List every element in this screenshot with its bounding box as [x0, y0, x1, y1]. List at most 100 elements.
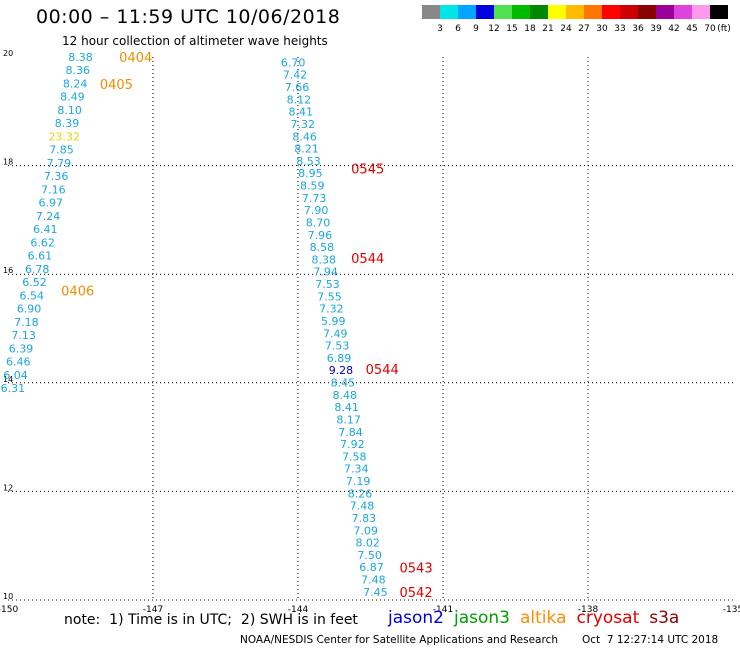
- credit-text: NOAA/NESDIS Center for Satellite Applica…: [240, 634, 558, 646]
- wave-height-value: 7.49: [323, 327, 348, 340]
- x-tick-label: -144: [288, 605, 309, 615]
- y-tick-label: 18: [3, 158, 13, 167]
- wave-height-value: 8.26: [348, 487, 373, 500]
- scale-swatch: [530, 5, 548, 19]
- scale-swatch: [548, 5, 566, 19]
- wave-height-value: 7.92: [340, 438, 365, 451]
- scale-unit: (ft): [717, 24, 731, 34]
- scale-label: 30: [596, 24, 608, 34]
- wave-height-value: 8.48: [333, 389, 358, 402]
- wave-height-value: 7.55: [317, 290, 342, 303]
- wave-height-value: 7.90: [304, 204, 329, 217]
- wave-height-value: 7.09: [354, 524, 379, 537]
- wave-height-value: 8.95: [298, 167, 323, 180]
- y-tick-label: 12: [3, 483, 13, 492]
- wave-height-value: 8.41: [334, 401, 359, 414]
- scale-label: 33: [614, 24, 625, 34]
- wave-height-value: 6.87: [359, 561, 384, 574]
- scale-label: 15: [506, 24, 517, 34]
- scale-label: 27: [578, 24, 589, 34]
- scale-swatch: [440, 5, 458, 19]
- x-tick-label: -150: [0, 605, 18, 615]
- wave-height-value: 6.39: [9, 342, 34, 355]
- legend-altika: altika: [520, 608, 567, 628]
- wave-height-value: 7.53: [325, 340, 350, 353]
- scale-swatch: [620, 5, 638, 19]
- wave-height-value: 8.49: [60, 91, 85, 104]
- wave-height-value: 6.04: [3, 369, 28, 382]
- wave-height-value: 8.39: [55, 117, 80, 130]
- scale-label: 9: [473, 24, 479, 34]
- scale-label: 6: [455, 24, 461, 34]
- wave-height-value: 7.84: [338, 426, 363, 439]
- scale-swatch: [692, 5, 710, 19]
- wave-height-value: 8.17: [336, 413, 361, 426]
- wave-height-value: 8.24: [63, 77, 88, 90]
- pass-time-label: 0544: [366, 363, 399, 378]
- wave-height-value: 8.46: [292, 130, 317, 143]
- scale-label: 39: [650, 24, 662, 34]
- wave-height-value: 6.89: [327, 352, 352, 365]
- wave-height-value: 6.54: [20, 289, 45, 302]
- scale-swatch: [476, 5, 494, 19]
- x-tick-label: -138: [578, 605, 599, 615]
- x-tick-label: -141: [433, 605, 453, 615]
- wave-height-value: 8.70: [306, 216, 331, 229]
- wave-height-value: 8.53: [296, 155, 321, 168]
- wave-height-value: 7.73: [302, 192, 327, 205]
- wave-height-value: 7.19: [346, 475, 371, 488]
- pass-time-label: 0543: [400, 561, 433, 576]
- scale-label: 18: [524, 24, 536, 34]
- scale-swatch: [602, 5, 620, 19]
- wave-height-value: 7.42: [283, 69, 308, 82]
- scale-swatch: [566, 5, 584, 19]
- wave-height-value: 7.50: [357, 549, 382, 562]
- scale-label: 70: [704, 24, 716, 34]
- wave-height-value: 7.79: [47, 157, 72, 170]
- wave-height-value: 8.59: [300, 180, 325, 193]
- x-tick-label: -147: [143, 605, 163, 615]
- wave-height-value: 7.48: [361, 574, 386, 587]
- wave-height-value: 7.13: [11, 329, 36, 342]
- wave-height-value: 7.48: [350, 500, 375, 513]
- scale-swatch: [674, 5, 692, 19]
- scale-label: 42: [668, 24, 679, 34]
- wave-height-value: 8.38: [68, 51, 93, 64]
- wave-height-value: 7.32: [319, 303, 344, 316]
- wave-height-value: 8.02: [355, 537, 380, 550]
- wave-height-value: 7.45: [363, 586, 388, 599]
- scale-label: 21: [542, 24, 553, 34]
- wave-height-value: 8.36: [66, 64, 91, 77]
- pass-time-label: 0542: [400, 586, 433, 601]
- scale-label: 3: [437, 24, 443, 34]
- wave-height-value: 7.94: [313, 266, 338, 279]
- wave-height-value: 6.41: [33, 223, 58, 236]
- scale-label: 12: [488, 24, 499, 34]
- pass-time-label: 0404: [119, 51, 152, 66]
- scale-swatch: [638, 5, 656, 19]
- wave-height-value: 6.97: [38, 197, 63, 210]
- wave-height-value: 6.62: [30, 236, 55, 249]
- scale-swatch: [422, 5, 440, 19]
- wave-height-value: 7.66: [285, 81, 310, 94]
- wave-height-value: 6.78: [25, 263, 50, 276]
- wave-height-value: 6.31: [1, 382, 26, 395]
- scale-label: 24: [560, 24, 572, 34]
- wave-height-value: 6.52: [22, 276, 47, 289]
- scale-swatch: [710, 5, 728, 19]
- wave-height-value: 5.99: [321, 315, 346, 328]
- satellite-legend: jason2 jason3 altika cryosat s3a: [388, 608, 689, 628]
- scale-swatch: [512, 5, 530, 19]
- wave-height-value: 6.46: [6, 356, 31, 369]
- wave-height-value: 8.41: [289, 106, 314, 119]
- wave-height-value: 7.24: [36, 210, 61, 223]
- wave-height-value: 7.83: [352, 512, 377, 525]
- y-tick-label: 16: [3, 266, 13, 275]
- wave-height-value: 7.96: [308, 229, 333, 242]
- wave-height-value: 6.90: [17, 303, 42, 316]
- legend-jason2: jason2: [388, 608, 444, 628]
- wave-height-value: 7.58: [342, 450, 367, 463]
- wave-height-value: 7.16: [41, 183, 66, 196]
- timestamp-text: Oct 7 12:27:14 UTC 2018: [582, 634, 719, 646]
- y-tick-label: 20: [3, 49, 13, 58]
